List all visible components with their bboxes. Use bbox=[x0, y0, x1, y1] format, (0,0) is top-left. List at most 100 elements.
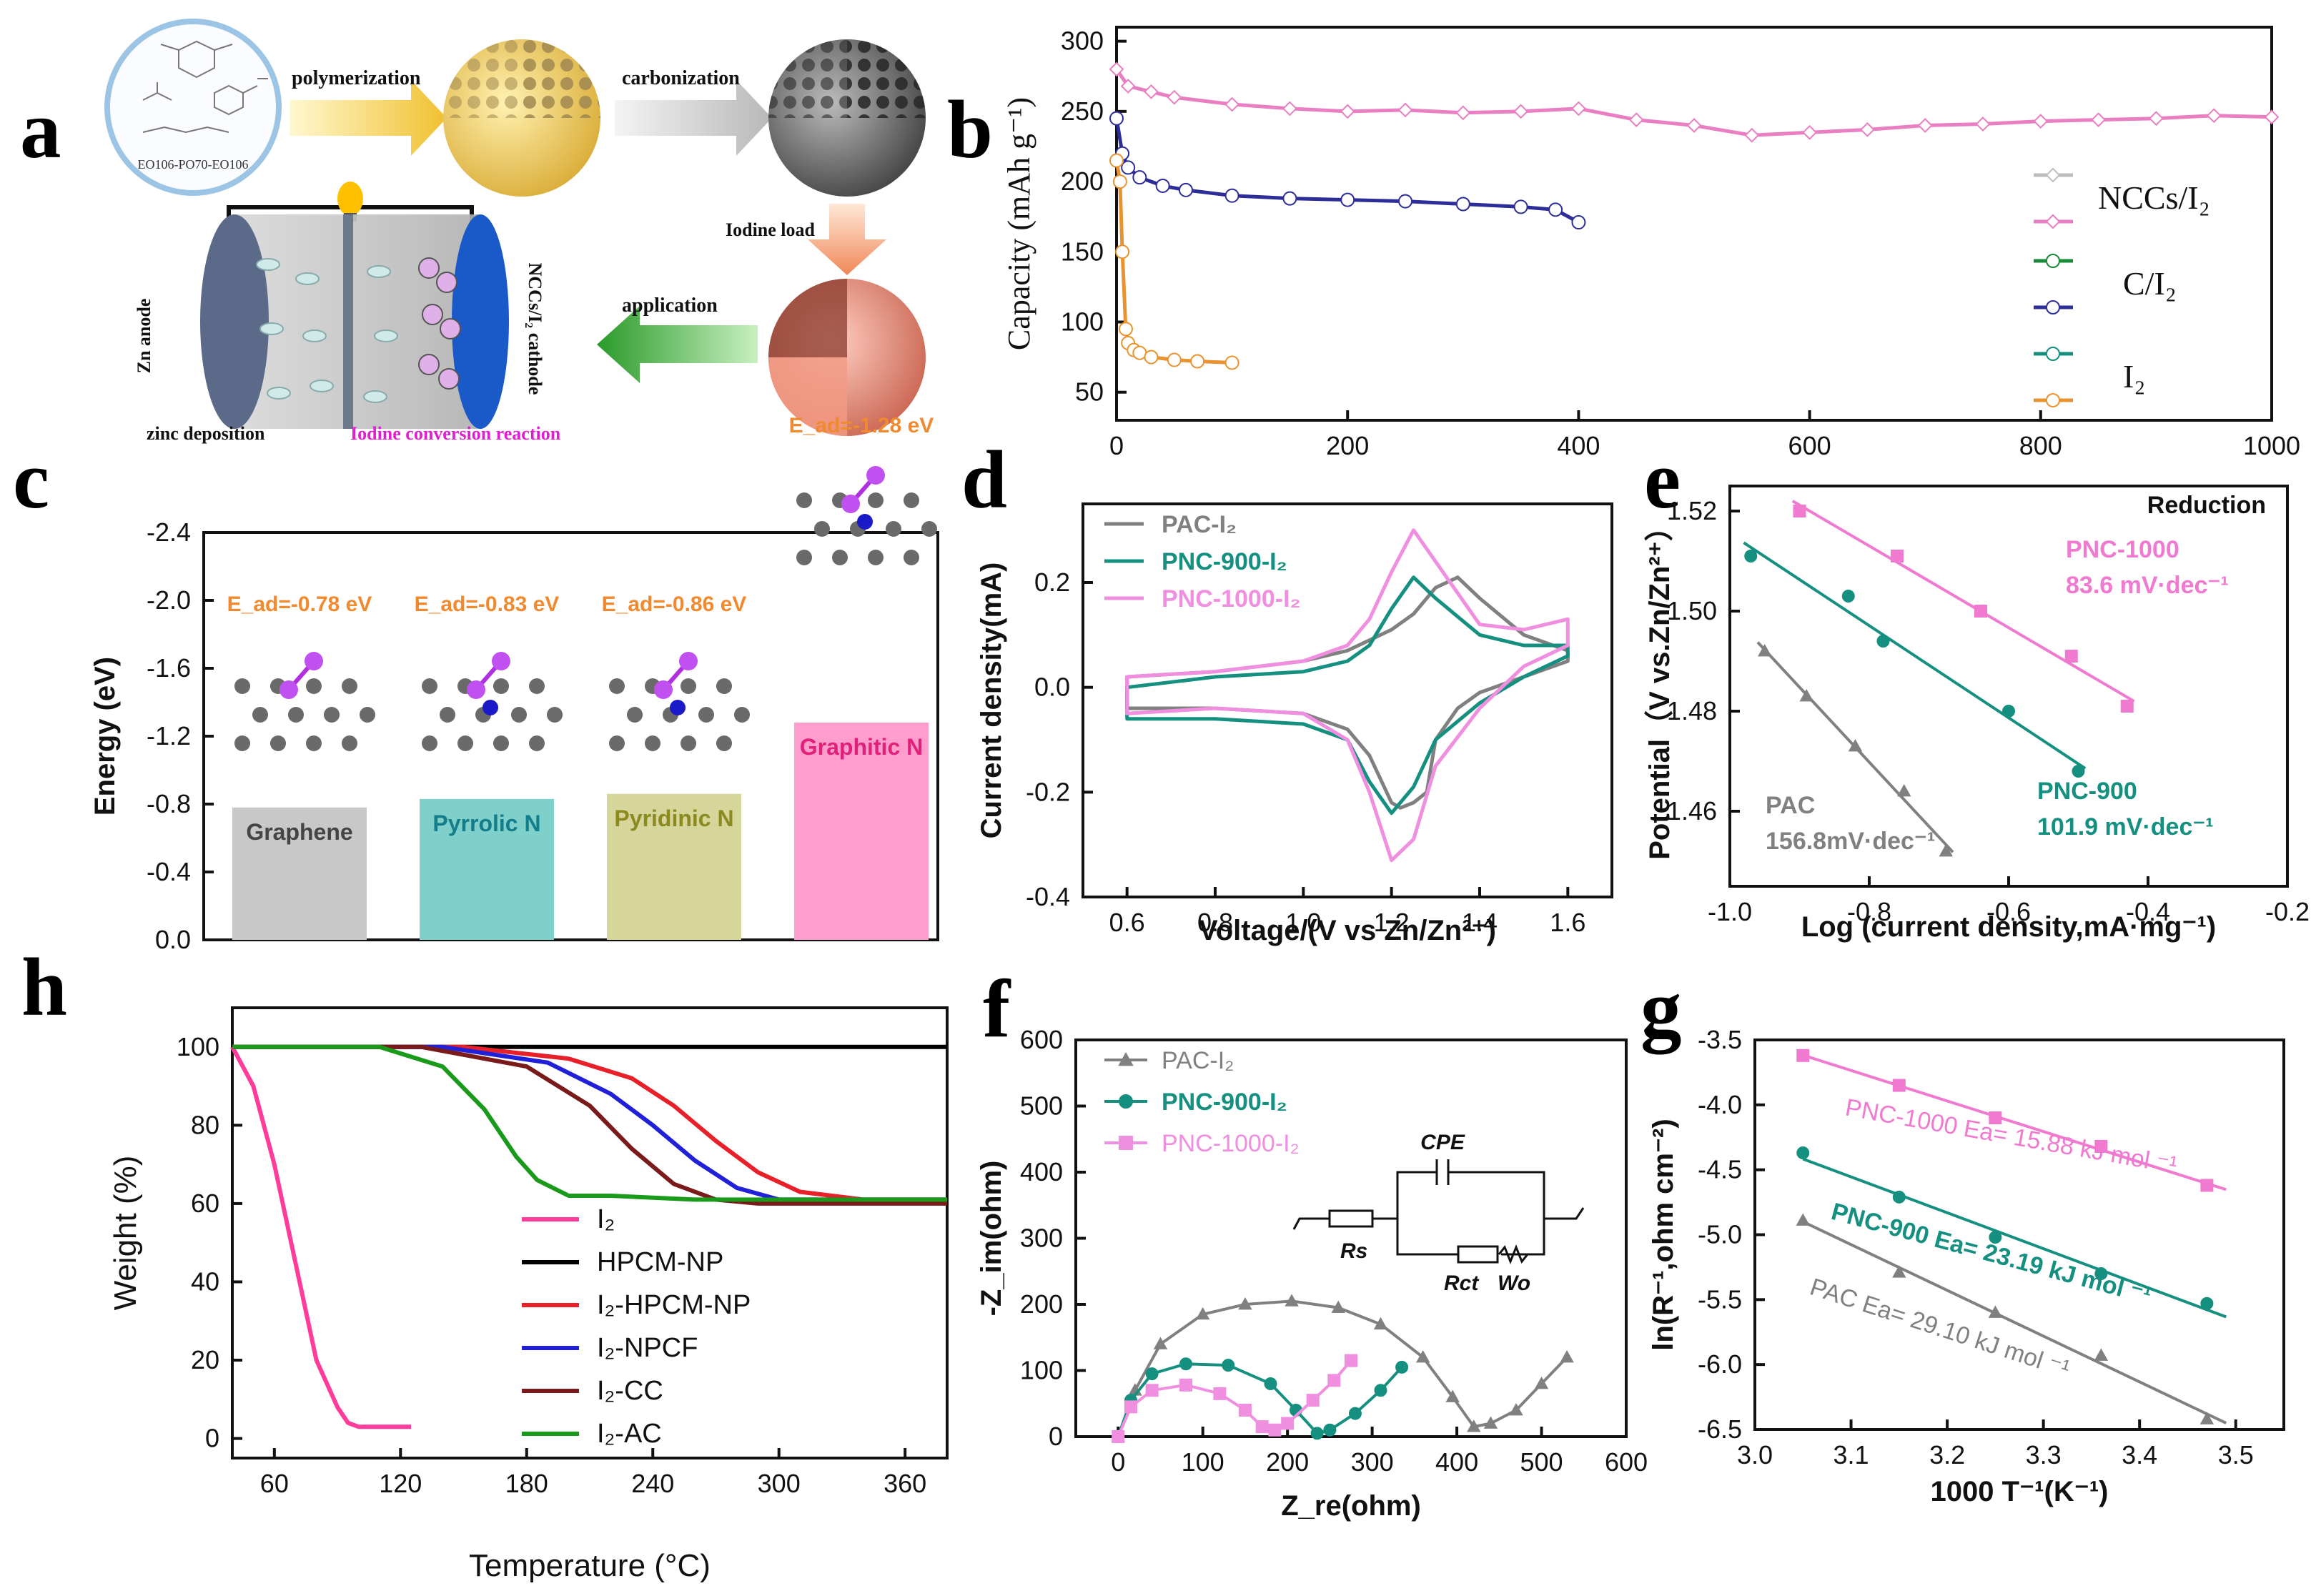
carbon-atom bbox=[868, 550, 884, 565]
molecule-structure-icon bbox=[234, 652, 375, 751]
cv-loop bbox=[1125, 528, 1570, 863]
zinc-deposition-label: zinc deposition bbox=[147, 423, 265, 444]
y-tick-label: -0.4 bbox=[147, 857, 191, 886]
fit-line bbox=[1802, 1157, 2227, 1319]
data-point bbox=[1560, 1349, 1574, 1363]
y-tick-label: 400 bbox=[1020, 1157, 1063, 1186]
x-tick-label: 300 bbox=[758, 1469, 801, 1498]
y-axis-label: Current density(mA) bbox=[976, 562, 1007, 839]
activation-energy-label: PNC-900 Ea= 23.19 kJ mol ⁻¹ bbox=[1828, 1198, 2154, 1309]
data-point bbox=[1793, 505, 1806, 517]
legend-marker bbox=[2046, 393, 2060, 407]
panel-b-cycling-chart: 0 200 400 600 800 1000 50 100 150 200 250 300 Capaci… bbox=[1001, 26, 2300, 460]
data-point bbox=[2072, 765, 2085, 778]
iodine-cathode bbox=[452, 214, 509, 429]
carbon-atom bbox=[832, 550, 848, 565]
x-axis-label: Voltage/(V vs Zn/Zn²⁺) bbox=[1199, 915, 1496, 946]
anode-label: Zn anode bbox=[134, 299, 154, 374]
data-point bbox=[1859, 122, 1875, 137]
carbon-atom bbox=[252, 707, 268, 723]
wo-element bbox=[1498, 1244, 1529, 1265]
bar-label: Graphitic N bbox=[800, 734, 923, 760]
adsorption-energy-label: E_ad=-0.78 eV bbox=[227, 593, 372, 616]
series-I₂-NPCF bbox=[232, 1044, 947, 1202]
data-point bbox=[1121, 160, 1136, 175]
y-tick-label: 0.0 bbox=[1034, 673, 1070, 702]
y-tick-label: 1.50 bbox=[1667, 596, 1717, 625]
legend-marker bbox=[1119, 1094, 1133, 1109]
data-point bbox=[1224, 355, 1239, 370]
tga-curve bbox=[232, 1044, 947, 1202]
data-point bbox=[1415, 1349, 1430, 1363]
x-tick-label: 120 bbox=[379, 1469, 422, 1498]
data-point bbox=[2064, 650, 2078, 663]
series-PAC-I₂ bbox=[1111, 1294, 1574, 1442]
fit-line bbox=[1802, 1054, 2227, 1191]
light-bulb-icon bbox=[337, 182, 363, 216]
series-name-label: PAC bbox=[1766, 792, 1815, 819]
adsorption-energy-label: E_ad=-1.28 eV bbox=[789, 414, 934, 437]
application-arrow bbox=[597, 306, 758, 383]
data-point bbox=[2091, 112, 2107, 128]
y-tick-label: 0 bbox=[205, 1424, 219, 1453]
y-tick-label: 300 bbox=[1061, 26, 1104, 56]
y-tick-label: 100 bbox=[1020, 1356, 1063, 1385]
y-tick-label: 1.46 bbox=[1667, 796, 1717, 826]
y-tick-label: -6.5 bbox=[1698, 1414, 1742, 1444]
carbon-atom bbox=[796, 492, 812, 508]
carbonization-label: carbonization bbox=[622, 67, 740, 89]
x-tick-label: 240 bbox=[631, 1469, 674, 1498]
data-point bbox=[2120, 700, 2134, 713]
y-tick-label: 20 bbox=[191, 1345, 219, 1374]
data-point bbox=[1395, 1360, 1409, 1374]
legend-label: PNC-1000-I₂ bbox=[1162, 585, 1301, 613]
y-axis-label: Capacity (mAh g⁻¹) bbox=[1001, 97, 1036, 350]
legend-marker bbox=[2045, 214, 2061, 229]
series-line bbox=[1114, 160, 1232, 365]
y-tick-label: -4.0 bbox=[1698, 1090, 1742, 1119]
series-PNC-900-I₂ bbox=[1125, 575, 1570, 816]
tafel-slope-label: 156.8mV·dec⁻¹ bbox=[1766, 828, 1935, 855]
carbon-atom bbox=[360, 707, 375, 723]
y-tick-label: -0.8 bbox=[147, 789, 191, 818]
rs-label: Rs bbox=[1340, 1239, 1367, 1263]
panel-label-d: d bbox=[961, 435, 1007, 525]
x-tick-label: 400 bbox=[1435, 1447, 1478, 1477]
x-tick-label: 3.3 bbox=[2026, 1440, 2062, 1469]
panel-label-g: g bbox=[1641, 963, 1682, 1054]
series-I₂-CC bbox=[232, 1044, 947, 1206]
y-tick-label: 100 bbox=[1061, 307, 1104, 337]
data-point bbox=[1570, 101, 1586, 117]
data-point bbox=[1917, 118, 1933, 133]
data-point bbox=[1534, 1376, 1549, 1389]
x-tick-label: 600 bbox=[1605, 1447, 1648, 1477]
legend-label: I₂ bbox=[2123, 358, 2145, 395]
legend-item: NCCs/I₂ bbox=[2034, 167, 2210, 229]
y-tick-label: -3.5 bbox=[1698, 1025, 1742, 1054]
y-axis-label: -Z_im(ohm) bbox=[976, 1161, 1007, 1317]
molecule-structure-icon bbox=[422, 652, 563, 751]
x-tick-label: 800 bbox=[2019, 431, 2062, 460]
data-point bbox=[1975, 117, 1991, 132]
molecule-structure-icon bbox=[796, 466, 937, 565]
activation-energy-label: PAC Ea= 29.10 kJ mol ⁻¹ bbox=[1807, 1273, 2073, 1382]
data-point bbox=[1167, 352, 1182, 367]
data-point bbox=[2002, 705, 2015, 718]
y-tick-label: 40 bbox=[191, 1267, 219, 1296]
data-point bbox=[1323, 1423, 1337, 1437]
y-tick-label: -2.0 bbox=[147, 585, 191, 615]
tga-curve bbox=[232, 1044, 947, 1202]
data-point bbox=[1513, 199, 1528, 214]
y-tick-label: 0 bbox=[1049, 1422, 1063, 1451]
x-tick-label: -1.0 bbox=[1708, 897, 1752, 926]
adsorption-energy-label: E_ad=-0.86 eV bbox=[602, 593, 747, 616]
data-point bbox=[1340, 104, 1355, 119]
y-tick-label: -1.2 bbox=[147, 721, 191, 750]
iodine-atom bbox=[679, 652, 698, 670]
data-point bbox=[1686, 118, 1702, 133]
rct-resistor bbox=[1457, 1245, 1499, 1264]
y-tick-label: 500 bbox=[1020, 1091, 1063, 1121]
data-point bbox=[1118, 322, 1133, 337]
x-tick-label: 100 bbox=[1182, 1447, 1224, 1477]
data-point bbox=[1796, 1213, 1810, 1226]
